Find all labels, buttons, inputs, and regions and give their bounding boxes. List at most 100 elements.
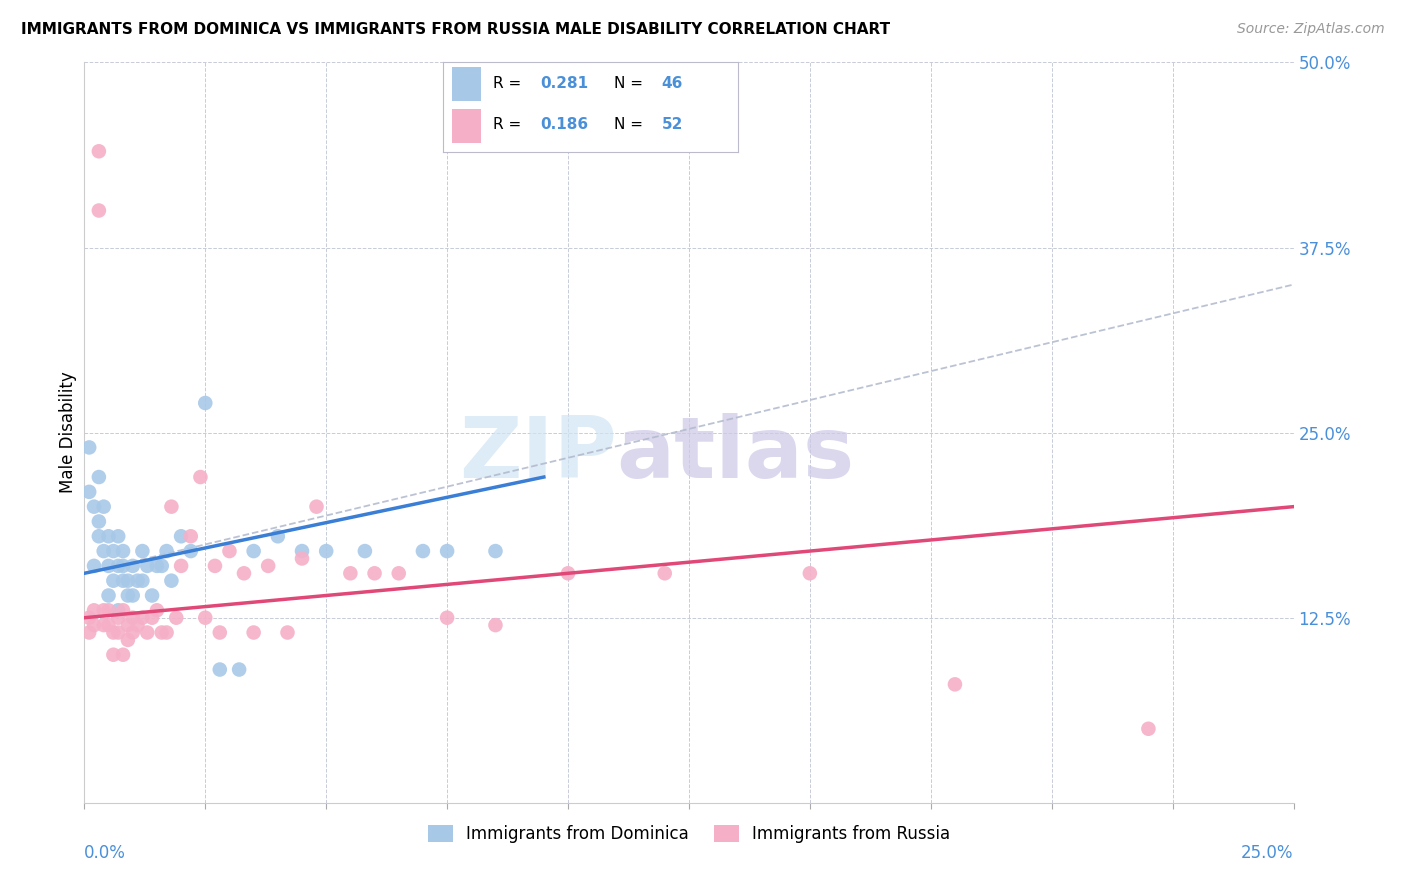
Point xyxy=(150,558,173,573)
Point xyxy=(436,610,458,624)
Point xyxy=(141,589,163,603)
Point xyxy=(412,544,434,558)
Point xyxy=(204,558,226,573)
Point xyxy=(1137,722,1160,736)
Point xyxy=(83,618,105,632)
Point xyxy=(131,544,153,558)
Point xyxy=(103,648,125,662)
Point xyxy=(228,663,250,677)
Text: 0.0%: 0.0% xyxy=(84,844,127,862)
Point xyxy=(305,500,328,514)
Point xyxy=(77,484,100,499)
Point xyxy=(121,558,143,573)
Point xyxy=(112,544,135,558)
Point xyxy=(112,574,135,588)
Point xyxy=(242,625,264,640)
Point xyxy=(83,500,105,514)
Point xyxy=(103,574,125,588)
Text: N =: N = xyxy=(614,118,648,132)
Point xyxy=(93,618,115,632)
Point xyxy=(87,515,110,529)
Point xyxy=(276,625,298,640)
Bar xyxy=(451,67,481,101)
Point xyxy=(107,603,129,617)
Point xyxy=(484,544,506,558)
Point xyxy=(291,551,314,566)
Point xyxy=(136,625,159,640)
Point xyxy=(146,558,169,573)
Point xyxy=(77,441,100,455)
Point xyxy=(165,610,187,624)
Text: 0.186: 0.186 xyxy=(540,118,589,132)
Point xyxy=(107,625,129,640)
Point xyxy=(127,574,149,588)
Point xyxy=(93,603,115,617)
Point xyxy=(160,500,183,514)
Text: 25.0%: 25.0% xyxy=(1241,844,1294,862)
Point xyxy=(97,618,120,632)
Point xyxy=(97,603,120,617)
Point xyxy=(208,625,231,640)
Point xyxy=(131,610,153,624)
Point xyxy=(117,589,139,603)
Text: atlas: atlas xyxy=(616,413,855,496)
Point xyxy=(141,610,163,624)
Point xyxy=(93,544,115,558)
Point xyxy=(103,544,125,558)
Point xyxy=(315,544,337,558)
Text: R =: R = xyxy=(494,77,526,91)
Point xyxy=(339,566,361,581)
Point xyxy=(436,544,458,558)
Point xyxy=(155,625,177,640)
Point xyxy=(127,618,149,632)
Point xyxy=(194,396,217,410)
Point xyxy=(117,574,139,588)
Point xyxy=(117,632,139,647)
Point xyxy=(557,566,579,581)
Point xyxy=(103,625,125,640)
Point xyxy=(107,558,129,573)
Text: 46: 46 xyxy=(661,77,683,91)
Point xyxy=(218,544,240,558)
Point xyxy=(87,203,110,218)
Point xyxy=(87,145,110,159)
Point xyxy=(107,610,129,624)
Point xyxy=(83,603,105,617)
Text: Source: ZipAtlas.com: Source: ZipAtlas.com xyxy=(1237,22,1385,37)
Point xyxy=(943,677,966,691)
Point xyxy=(77,625,100,640)
Point xyxy=(117,618,139,632)
Point xyxy=(170,529,193,543)
Point xyxy=(291,544,314,558)
Point xyxy=(180,529,202,543)
Point xyxy=(257,558,280,573)
Point xyxy=(208,663,231,677)
Point xyxy=(107,529,129,543)
Point xyxy=(242,544,264,558)
Point xyxy=(354,544,377,558)
Point xyxy=(233,566,256,581)
Point xyxy=(83,558,105,573)
Bar xyxy=(451,109,481,143)
Point xyxy=(194,610,217,624)
Point xyxy=(93,500,115,514)
Point xyxy=(190,470,212,484)
Point xyxy=(180,544,202,558)
Point xyxy=(170,558,193,573)
Text: ZIP: ZIP xyxy=(458,413,616,496)
Point xyxy=(146,603,169,617)
Text: 52: 52 xyxy=(661,118,683,132)
Point xyxy=(77,610,100,624)
Point xyxy=(97,529,120,543)
Point xyxy=(150,625,173,640)
Text: 0.281: 0.281 xyxy=(540,77,589,91)
Point xyxy=(160,574,183,588)
Point xyxy=(136,558,159,573)
Point xyxy=(112,648,135,662)
Point xyxy=(267,529,290,543)
Point xyxy=(87,470,110,484)
Y-axis label: Male Disability: Male Disability xyxy=(59,372,77,493)
Point xyxy=(363,566,385,581)
Point xyxy=(97,589,120,603)
Point xyxy=(155,544,177,558)
